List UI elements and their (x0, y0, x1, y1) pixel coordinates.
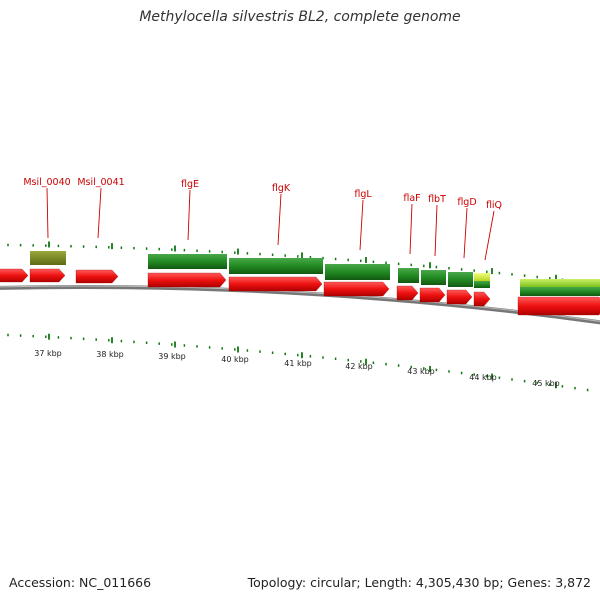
svg-text:Msil_0040: Msil_0040 (23, 177, 70, 188)
upper-tick-track (7, 241, 589, 284)
cds-arrow (0, 268, 29, 283)
gene-bar-flaf (398, 268, 419, 283)
kbp-label: 41 kbp (284, 359, 312, 368)
kbp-label: 38 kbp (96, 350, 124, 359)
cds-arrow (228, 276, 323, 292)
gene-label-msil-0040[interactable]: Msil_0040 (23, 177, 71, 239)
gene-label-flgd[interactable]: flgD (457, 197, 477, 259)
gene-label-layer: Msil_0040 Msil_0041 flgE flgK flgL flaF flbT fl… (23, 177, 502, 261)
svg-text:flgK: flgK (272, 183, 291, 194)
kbp-label: 40 kbp (221, 355, 249, 364)
gene-bar-flgk (229, 258, 323, 274)
gene-bar-flbt (421, 270, 446, 285)
accession-text: Accession: NC_011666 (9, 575, 152, 590)
gene-label-flge[interactable]: flgE (181, 179, 199, 241)
cds-arrow (75, 269, 119, 284)
svg-text:flbT: flbT (428, 194, 446, 205)
kbp-label: 43 kbp (407, 367, 435, 376)
gene-label-flaf[interactable]: flaF (403, 193, 421, 255)
gene-label-msil-0041[interactable]: Msil_0041 (77, 177, 125, 239)
gene-label-flgk[interactable]: flgK (272, 183, 291, 246)
gene-label-flgl[interactable]: flgL (354, 189, 372, 251)
svg-text:flaF: flaF (403, 193, 420, 204)
cds-arrow (29, 268, 66, 283)
gene-bar-right-light (520, 279, 600, 287)
kbp-label: 44 kbp (469, 373, 497, 382)
cds-arrow (446, 289, 473, 305)
gene-label-fliq[interactable]: fliQ (484, 200, 502, 261)
genome-summary-text: Topology: circular; Length: 4,305,430 bp… (247, 575, 591, 590)
gene-bar-msil-0040 (30, 251, 66, 265)
kbp-label: 39 kbp (158, 352, 186, 361)
cds-arrow (517, 296, 600, 316)
kbp-label: 42 kbp (345, 362, 373, 371)
gene-bar-right (520, 287, 600, 296)
gene-bar-flgl (325, 264, 390, 280)
cds-arrow (419, 287, 446, 303)
gene-bar-flgd (448, 272, 473, 287)
gene-bar-fliq (474, 273, 490, 281)
cds-arrow (396, 285, 419, 301)
svg-text:Msil_0041: Msil_0041 (77, 177, 124, 188)
kbp-label: 37 kbp (34, 349, 62, 358)
kbp-scale: 37 kbp 38 kbp 39 kbp 40 kbp 41 kbp 42 kbp 43 k… (34, 349, 560, 388)
svg-text:fliQ: fliQ (486, 200, 502, 211)
gene-label-flbt[interactable]: flbT (428, 194, 446, 257)
svg-text:flgE: flgE (181, 179, 199, 190)
svg-text:flgD: flgD (457, 197, 476, 208)
map-title: Methylocella silvestris BL2, complete ge… (139, 9, 461, 25)
gene-bar-fliq-lower (474, 281, 490, 288)
kbp-label: 45 kbp (532, 379, 560, 388)
feature-track (0, 251, 600, 316)
cds-arrow (323, 281, 390, 297)
gene-bar-flge (148, 254, 227, 269)
svg-text:flgL: flgL (354, 189, 372, 200)
lower-tick-track (7, 333, 589, 392)
cds-arrow (473, 291, 491, 307)
cds-arrow (147, 272, 227, 288)
